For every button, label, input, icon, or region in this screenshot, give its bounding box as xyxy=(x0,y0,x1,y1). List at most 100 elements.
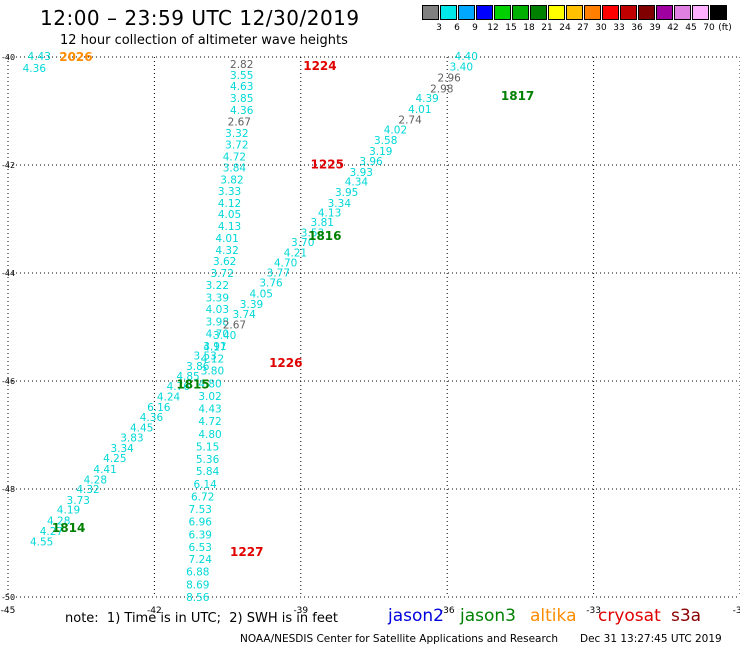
wave-height-value: 4.24 xyxy=(157,392,181,404)
x-tick-label: -39 xyxy=(293,606,308,616)
pass-time-labels: 1224 1225 1226 1227 1817 1816 1815 1814 2026 xyxy=(52,50,534,559)
wave-height-value: 3.96 xyxy=(359,156,383,168)
satellite-legend-altika: altika xyxy=(530,606,577,626)
wave-height-value: 3.55 xyxy=(230,70,253,82)
legend-label: 42 xyxy=(667,23,679,33)
x-tick-label: -42 xyxy=(147,606,162,616)
wave-height-value: 4.19 xyxy=(57,505,80,517)
wave-height-value: 3.83 xyxy=(120,433,143,445)
wave-height-value: 4.13 xyxy=(318,208,341,220)
x-tick-label: -33 xyxy=(586,606,601,616)
wave-height-value: 3.77 xyxy=(267,267,290,279)
x-tick-label: -30 xyxy=(733,606,740,616)
wave-height-value: 2.74 xyxy=(398,115,422,127)
wave-height-value: 4.36 xyxy=(23,63,47,75)
wave-height-value: 4.01 xyxy=(215,233,238,245)
pass-time-label: 2026 xyxy=(59,50,92,64)
legend-label: 70 xyxy=(703,23,715,33)
wave-height-value: 4.70 xyxy=(274,258,297,270)
legend-label: 12 xyxy=(487,23,499,33)
pass-time-label: 1817 xyxy=(501,89,534,103)
wave-height-value: 4.36 xyxy=(230,105,254,117)
wave-height-value: 4.28 xyxy=(47,515,70,527)
y-tick-label: -46 xyxy=(2,377,15,386)
wave-height-value: 6.16 xyxy=(147,402,171,414)
wave-height-value: 3.80 xyxy=(201,366,224,378)
wave-height-value: 4.32 xyxy=(215,245,238,257)
wave-height-value: 3.95 xyxy=(335,187,358,199)
pass-time-label: 1815 xyxy=(176,378,209,392)
y-tick-label: -50 xyxy=(2,593,15,602)
wave-height-value: 4.05 xyxy=(250,289,273,301)
legend-label: 27 xyxy=(577,23,589,33)
legend-swatch xyxy=(602,5,619,20)
wave-height-value: 3.39 xyxy=(206,292,229,304)
y-tick-label: -42 xyxy=(2,161,15,170)
timestamp-text: Dec 31 13:27:45 UTC 2019 xyxy=(580,633,722,645)
wave-height-value: 4.02 xyxy=(384,124,407,136)
wave-height-value: 6.72 xyxy=(191,492,214,504)
wave-height-value: 3.32 xyxy=(225,128,248,140)
wave-height-value: 3.34 xyxy=(110,443,134,455)
wave-height-value: 3.58 xyxy=(374,135,397,147)
wave-height-value: 4.85 xyxy=(176,371,199,383)
wave-height-value: 5.84 xyxy=(196,466,220,478)
wave-height-values: 2.823.554.633.854.362.673.323.724.723.84… xyxy=(23,51,478,604)
wave-height-value: 5.15 xyxy=(196,441,219,453)
credit-text: NOAA/NESDIS Center for Satellite Applica… xyxy=(240,633,558,645)
wave-height-value: 6.39 xyxy=(189,529,212,541)
y-tick-label: -40 xyxy=(2,53,15,62)
wave-height-value: 3.53 xyxy=(193,351,216,363)
wave-height-value: 3.34 xyxy=(328,198,352,210)
x-tick-label: -45 xyxy=(1,606,16,616)
wave-height-value: 3.86 xyxy=(186,361,210,373)
y-tick-label: -48 xyxy=(2,485,15,494)
wave-height-value: 3.84 xyxy=(223,163,247,175)
wave-height-value: 4.12 xyxy=(218,198,241,210)
legend-label: 36 xyxy=(631,23,643,33)
wave-height-value: 4.34 xyxy=(345,177,369,189)
wave-height-value: 4.12 xyxy=(201,353,224,365)
wave-height-value: 2.96 xyxy=(437,73,461,85)
legend-label: 18 xyxy=(523,23,535,33)
legend-swatch xyxy=(674,5,691,20)
wave-height-value: 4.27 xyxy=(40,526,63,538)
wave-height-value: 3.81 xyxy=(311,217,334,229)
satellite-legend-cryosat: cryosat xyxy=(598,606,661,626)
wave-height-value: 3.33 xyxy=(218,186,241,198)
wave-height-value: 3.19 xyxy=(369,146,392,158)
wave-height-value: 3.22 xyxy=(206,280,229,292)
wave-height-value: 4.41 xyxy=(93,464,116,476)
wave-height-value: 3.93 xyxy=(350,167,373,179)
wave-height-value: 2.67 xyxy=(223,319,246,331)
legend-label: 9 xyxy=(472,23,478,33)
wave-height-value: 3.53 xyxy=(301,228,324,240)
legend-swatch xyxy=(584,5,601,20)
wave-height-value: 4.13 xyxy=(218,221,241,233)
wave-height-value: 4.17 xyxy=(203,341,226,353)
wave-height-value: 3.74 xyxy=(232,309,256,321)
wave-height-value: 2.82 xyxy=(230,59,253,71)
wave-height-value: 7.24 xyxy=(189,554,213,566)
wave-height-value: 4.80 xyxy=(198,379,221,391)
wave-height-value: 3.72 xyxy=(225,139,248,151)
legend-label: 30 xyxy=(595,23,607,33)
wave-height-value: 3.02 xyxy=(198,391,221,403)
pass-time-label: 1226 xyxy=(269,356,302,370)
legend-swatch xyxy=(620,5,637,20)
wave-height-value: 4.28 xyxy=(84,474,107,486)
wave-height-value: 4.63 xyxy=(230,81,253,93)
legend-label: 3 xyxy=(436,23,442,33)
wave-height-value: 6.14 xyxy=(193,479,217,491)
legend-swatch xyxy=(512,5,529,20)
wave-height-value: 4.40 xyxy=(455,51,478,63)
legend-swatch xyxy=(692,5,709,20)
wave-height-value: 4.43 xyxy=(28,51,51,63)
wave-height-value: 8.69 xyxy=(186,580,209,592)
legend-label: 33 xyxy=(613,23,625,33)
legend-swatch xyxy=(494,5,511,20)
wave-height-value: 4.76 xyxy=(167,381,191,393)
legend-swatch xyxy=(638,5,655,20)
wave-height-value: 4.03 xyxy=(206,304,229,316)
legend-swatch xyxy=(422,5,439,20)
